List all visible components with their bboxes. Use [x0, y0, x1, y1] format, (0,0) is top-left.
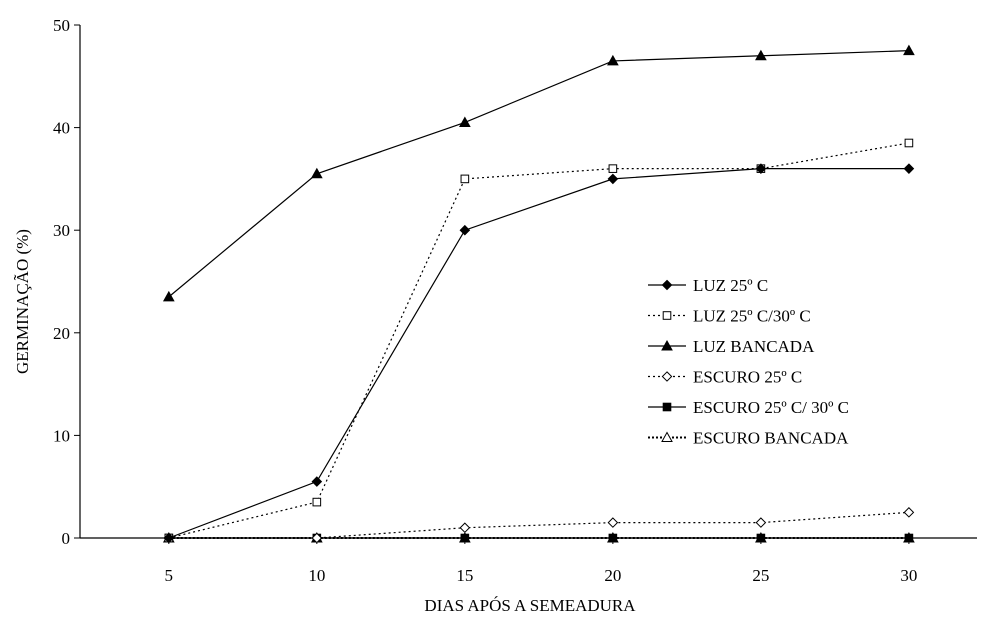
legend-item: ESCURO 25º C [648, 368, 802, 387]
triangle-filled-marker [310, 167, 323, 179]
x-axis-title: DIAS APÓS A SEMEADURA [424, 596, 636, 615]
series-line [168, 50, 909, 298]
diamond-filled-marker [903, 163, 915, 174]
legend-item: LUZ 25º C [648, 276, 768, 295]
legend-label: ESCURO BANCADA [693, 429, 849, 448]
series-3 [162, 44, 915, 302]
y-tick-label: 0 [62, 529, 71, 548]
legend-label: ESCURO 25º C [693, 368, 802, 387]
y-axis-title: GERMINAÇÃO (%) [13, 229, 32, 374]
diamond-filled-marker [311, 476, 323, 487]
diamond-filled-marker [661, 279, 673, 291]
triangle-filled-marker [661, 339, 673, 351]
y-tick-label: 30 [53, 221, 70, 240]
legend-item: ESCURO 25º C/ 30º C [648, 398, 849, 417]
triangle-filled-marker [459, 116, 471, 127]
diamond-filled-marker [459, 224, 471, 236]
y-tick-label: 50 [53, 16, 70, 35]
diamond-open-marker [903, 507, 915, 518]
axes [79, 25, 977, 539]
series-5 [164, 533, 914, 543]
square-open-marker [662, 311, 672, 320]
diamond-open-marker [755, 517, 767, 528]
triangle-filled-marker [162, 290, 175, 302]
square-filled-marker [662, 402, 672, 412]
plot-series [162, 44, 915, 544]
square-open-marker [312, 497, 322, 507]
square-open-marker [904, 138, 914, 148]
diamond-open-marker [661, 371, 673, 382]
x-tick-label: 15 [456, 566, 473, 585]
triangle-filled-marker [903, 44, 915, 56]
diamond-open-marker [607, 517, 619, 528]
legend-label: LUZ 25º C [693, 276, 768, 295]
square-open-marker [460, 174, 470, 184]
legend-label: LUZ BANCADA [693, 337, 815, 356]
y-tick-label: 40 [53, 119, 70, 138]
x-tick-label: 20 [604, 566, 621, 585]
y-tick-label: 20 [53, 324, 70, 343]
legend: LUZ 25º C LUZ 25º C/30º C LUZ BANCADA ESCUR… [648, 276, 849, 448]
legend-item: LUZ 25º C/30º C [648, 307, 811, 326]
series-1 [163, 163, 915, 544]
legend-label: LUZ 25º C/30º C [693, 307, 811, 326]
triangle-filled-marker [607, 54, 619, 66]
x-axis-ticks: 5 10 15 20 25 30 [165, 538, 917, 585]
legend-label: ESCURO 25º C/ 30º C [693, 398, 849, 417]
legend-item: LUZ BANCADA [648, 337, 815, 356]
series-line [168, 168, 909, 539]
square-filled-marker [756, 533, 766, 543]
x-tick-label: 30 [900, 566, 917, 585]
series-line [168, 142, 910, 539]
x-tick-label: 10 [308, 566, 325, 585]
diamond-filled-marker [163, 532, 175, 544]
x-tick-label: 25 [752, 566, 769, 585]
diamond-open-marker [459, 522, 471, 534]
triangle-open-marker [661, 431, 673, 442]
y-axis-ticks: 0 10 20 30 40 50 [53, 16, 80, 548]
series-line [168, 511, 909, 539]
square-filled-marker [460, 533, 470, 543]
triangle-filled-marker [755, 49, 767, 61]
diamond-filled-marker [755, 163, 767, 174]
y-tick-label: 10 [53, 426, 70, 445]
diamond-open-marker [311, 532, 323, 544]
x-tick-label: 5 [165, 566, 174, 585]
legend-item: ESCURO BANCADA [648, 429, 849, 448]
diamond-filled-marker [607, 173, 619, 185]
square-open-marker [608, 164, 618, 173]
square-filled-marker [608, 533, 618, 543]
square-filled-marker [904, 533, 914, 543]
